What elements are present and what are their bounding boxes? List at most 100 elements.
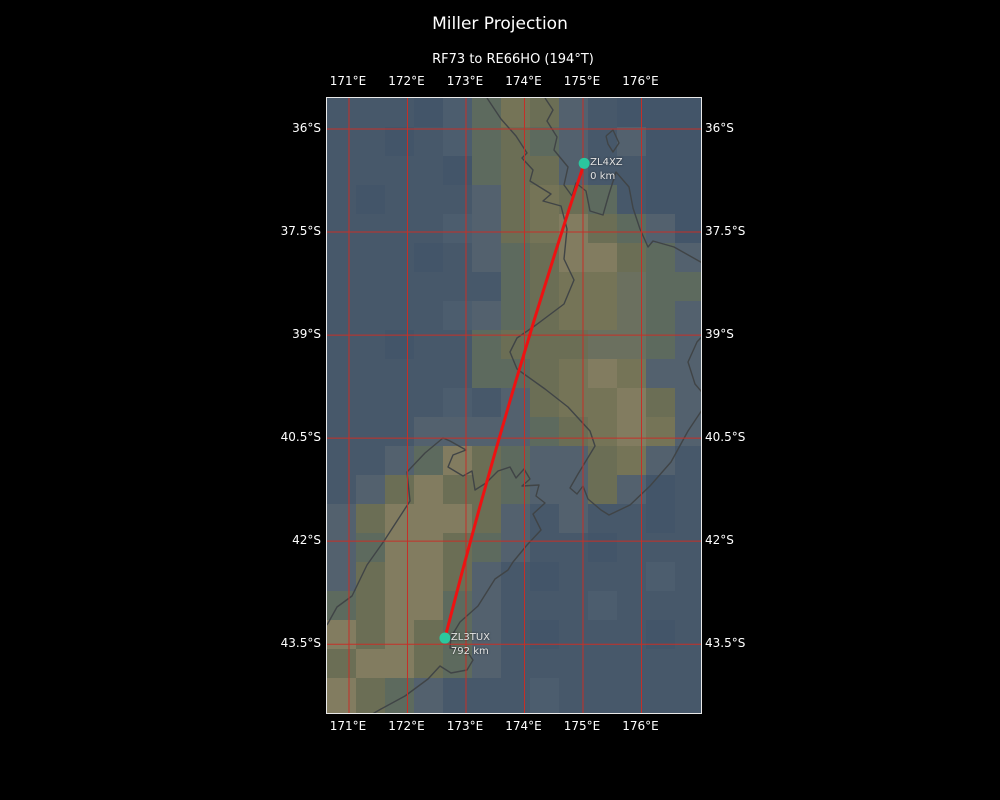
terrain-cell (385, 156, 414, 185)
terrain-cell (472, 417, 501, 446)
terrain-cell (501, 649, 530, 678)
terrain-cell (588, 359, 617, 388)
terrain-cell (588, 533, 617, 562)
terrain-cell (588, 156, 617, 185)
terrain-cell (414, 98, 443, 127)
terrain-cell (501, 185, 530, 214)
terrain-cell (675, 214, 701, 243)
terrain-cell (675, 678, 701, 707)
terrain-cell (501, 562, 530, 591)
terrain-cell (443, 98, 472, 127)
terrain-cell (443, 156, 472, 185)
terrain-cell (675, 562, 701, 591)
terrain-cell (356, 388, 385, 417)
figure-title: Miller Projection (432, 14, 568, 34)
origin-label: ZL4XZ 0 km (590, 156, 623, 183)
destination-distance: 792 km (450, 645, 489, 657)
terrain-cell (675, 272, 701, 301)
terrain-cell (385, 127, 414, 156)
terrain-cell (385, 301, 414, 330)
terrain-cell (646, 359, 675, 388)
lon-tick-top: 173°E (446, 74, 484, 88)
terrain-cell (675, 98, 701, 127)
terrain-cell (501, 504, 530, 533)
terrain-cell (327, 127, 356, 156)
terrain-cell (530, 214, 559, 243)
terrain-cell (472, 185, 501, 214)
terrain-cell (443, 185, 472, 214)
terrain-cell (501, 678, 530, 707)
terrain-cell (675, 591, 701, 620)
terrain-cell (472, 156, 501, 185)
terrain-cell (530, 649, 559, 678)
marker-destination (439, 632, 451, 644)
lat-tick-left: 37.5°S (280, 224, 321, 239)
terrain-cell (356, 127, 385, 156)
terrain-cell (443, 127, 472, 156)
terrain-cell (443, 417, 472, 446)
terrain-cell (327, 678, 356, 707)
terrain-cell (530, 475, 559, 504)
terrain-cell (385, 272, 414, 301)
coastline-path (605, 129, 620, 153)
terrain-cell (414, 504, 443, 533)
terrain-cell (472, 272, 501, 301)
terrain-cell (646, 185, 675, 214)
terrain-cell (327, 707, 356, 713)
lon-tick-top: 174°E (505, 74, 542, 88)
terrain-cell (646, 562, 675, 591)
terrain-cell (530, 388, 559, 417)
terrain-cell (356, 678, 385, 707)
lat-tick-right: 37.5°S (705, 224, 746, 239)
terrain-cell (588, 272, 617, 301)
terrain-cell (646, 475, 675, 504)
terrain-cell (617, 707, 646, 713)
terrain-cell (443, 214, 472, 243)
terrain-cell (327, 504, 356, 533)
lon-tick-bottom: 172°E (388, 719, 425, 733)
lat-tick-left: 43.5°S (280, 636, 321, 651)
terrain-cell (443, 504, 472, 533)
terrain-cell (385, 591, 414, 620)
terrain-cell (385, 243, 414, 272)
terrain-cell (414, 359, 443, 388)
terrain-cell (501, 707, 530, 713)
terrain-cell (588, 475, 617, 504)
terrain-cell (414, 475, 443, 504)
lat-tick-left: 40.5°S (280, 430, 321, 445)
terrain-cell (443, 475, 472, 504)
terrain-cell (385, 98, 414, 127)
axes-subtitle: RF73 to RE66HO (194°T) (432, 52, 594, 67)
terrain-cell (501, 591, 530, 620)
terrain-cell (327, 359, 356, 388)
terrain-cell (646, 127, 675, 156)
terrain-cell (501, 243, 530, 272)
terrain-cell (356, 185, 385, 214)
terrain-cell (588, 214, 617, 243)
terrain-cell (443, 678, 472, 707)
terrain-cell (530, 562, 559, 591)
terrain-cell (646, 243, 675, 272)
lat-tick-left: 42°S (292, 533, 321, 548)
terrain-cell (414, 649, 443, 678)
marker-origin (578, 157, 590, 169)
coastline-layer (327, 98, 701, 713)
terrain-cell (356, 591, 385, 620)
lat-tick-right: 36°S (705, 120, 734, 135)
terrain-cell (530, 446, 559, 475)
map-axes: ZL4XZ 0 km ZL3TUX 792 km (326, 97, 702, 714)
terrain-cell (356, 359, 385, 388)
terrain-cell (530, 591, 559, 620)
terrain-cell (675, 533, 701, 562)
terrain-cell (646, 388, 675, 417)
lat-tick-right: 39°S (705, 327, 734, 342)
terrain-cell (588, 562, 617, 591)
great-circle-track (443, 161, 586, 640)
terrain-cell (414, 707, 443, 713)
map-overlay-svg (327, 98, 701, 713)
terrain-cell (356, 446, 385, 475)
terrain-cell (675, 301, 701, 330)
terrain-cell (472, 359, 501, 388)
coastline-path (687, 336, 701, 393)
terrain-cell (530, 417, 559, 446)
